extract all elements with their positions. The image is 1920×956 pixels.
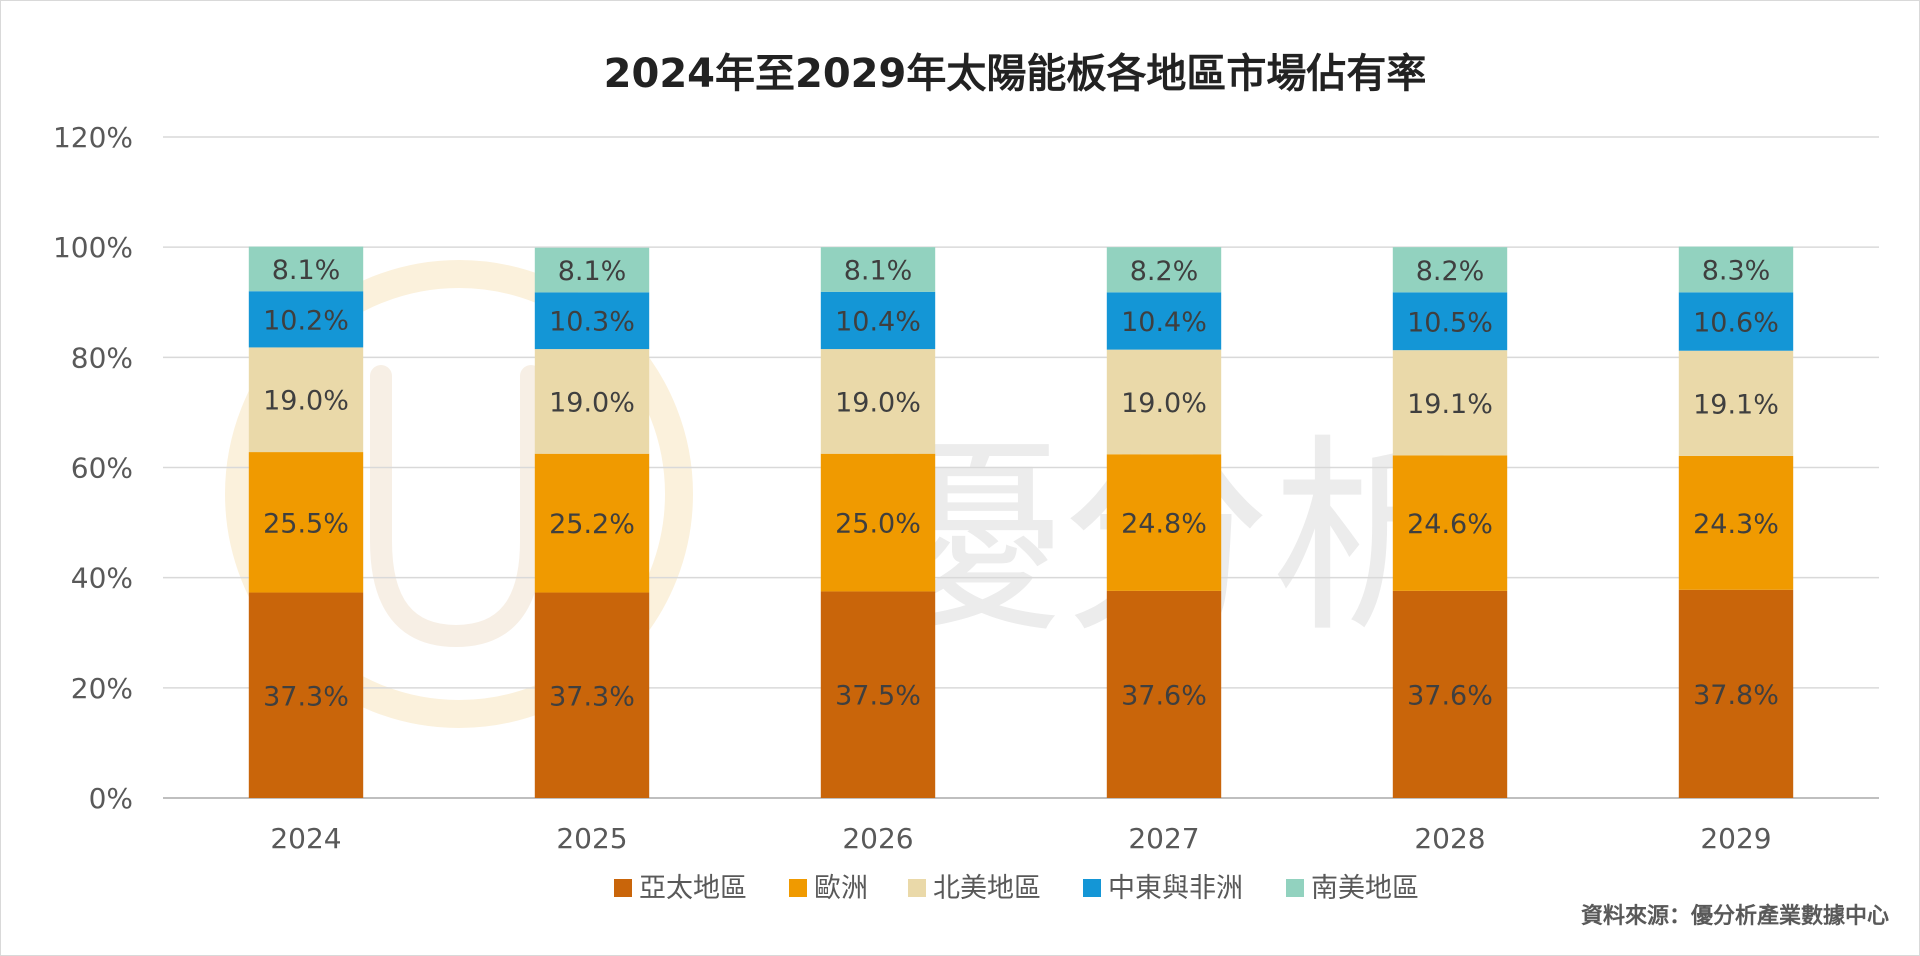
legend-label: 中東與非洲 — [1108, 873, 1243, 904]
data-label: 37.6% — [1407, 680, 1493, 711]
legend-swatch — [908, 879, 926, 897]
legend-swatch — [1083, 879, 1101, 897]
bar-segment — [1678, 246, 1794, 293]
data-label: 10.2% — [263, 305, 349, 336]
watermark-logo-ring — [225, 260, 693, 728]
legend-item: 亞太地區 — [614, 873, 747, 904]
data-label: 8.2% — [1130, 256, 1199, 287]
y-tick-label: 20% — [71, 672, 133, 705]
x-tick-label: 2028 — [1414, 822, 1485, 855]
data-label: 10.4% — [1121, 307, 1207, 338]
legend-item: 歐洲 — [789, 873, 868, 904]
data-label: 10.4% — [835, 306, 921, 337]
bar-segment — [534, 453, 650, 593]
y-tick-label: 100% — [53, 231, 133, 264]
bar-segment — [248, 347, 364, 453]
data-label: 8.3% — [1702, 255, 1771, 286]
data-label: 37.6% — [1121, 680, 1207, 711]
bar-segment — [820, 453, 936, 592]
y-tick-label: 60% — [71, 452, 133, 485]
legend: 亞太地區 歐洲 北美地區 中東與非洲 南美地區 — [614, 873, 1419, 904]
bar-segment — [534, 349, 650, 454]
bar-segment — [1392, 455, 1508, 591]
data-label: 19.1% — [1693, 389, 1779, 420]
y-tick-label: 40% — [71, 562, 133, 595]
data-label: 19.0% — [835, 387, 921, 418]
data-label: 37.3% — [549, 681, 635, 712]
bar-segment — [248, 452, 364, 593]
bar-segment — [1392, 590, 1508, 798]
legend-swatch — [614, 879, 632, 897]
data-label: 37.5% — [835, 681, 921, 712]
bar-segment — [1106, 349, 1222, 455]
bar-segment — [820, 291, 936, 350]
legend-label: 南美地區 — [1311, 873, 1419, 904]
x-tick-label: 2027 — [1128, 822, 1199, 855]
legend-swatch — [1286, 879, 1304, 897]
data-label: 19.0% — [263, 386, 349, 417]
bar-segment — [534, 292, 650, 350]
y-tick-label: 120% — [53, 121, 133, 154]
grid-layer — [163, 136, 1879, 799]
data-label: 24.3% — [1693, 509, 1779, 540]
data-label: 10.5% — [1407, 307, 1493, 338]
x-tick-label: 2026 — [842, 822, 913, 855]
data-label: 8.1% — [272, 255, 341, 286]
legend-item: 中東與非洲 — [1083, 873, 1243, 904]
bar-segment — [248, 592, 364, 798]
data-label: 37.3% — [263, 681, 349, 712]
bar-segment — [1106, 292, 1222, 350]
bar-segment — [1678, 292, 1794, 351]
x-tick-label: 2024 — [270, 822, 341, 855]
bar-segment — [1678, 455, 1794, 590]
bar-segment — [1392, 292, 1508, 351]
y-tick-label: 80% — [71, 341, 133, 374]
bar-segment — [1106, 247, 1222, 293]
data-label: 8.1% — [844, 255, 913, 286]
y-axis: 0% 20% 40% 60% 80% 100% 120% — [53, 121, 133, 815]
bar-segment — [1678, 589, 1794, 798]
bar-segment — [534, 592, 650, 798]
data-label: 37.8% — [1693, 680, 1779, 711]
data-label: 25.5% — [263, 508, 349, 539]
bar-segment — [1678, 350, 1794, 456]
data-label: 24.8% — [1121, 509, 1207, 540]
data-label: 8.2% — [1416, 256, 1485, 287]
legend-label: 北美地區 — [933, 873, 1041, 904]
bar-segment — [1106, 590, 1222, 798]
watermark-logo-mark — [370, 365, 542, 648]
bars-layer: 37.3% 25.5% 19.0% 10.2% 8.1% 37.3% 25.2% 19.0% 1… — [248, 246, 1794, 798]
source-label: 資料來源：優分析產業數據中心 — [1581, 903, 1889, 929]
legend-label: 歐洲 — [814, 873, 868, 904]
data-label: 19.1% — [1407, 389, 1493, 420]
data-label: 10.3% — [549, 307, 635, 338]
bar-segment — [1392, 247, 1508, 293]
chart-title: 2024年至2029年太陽能板各地區市場佔有率 — [604, 51, 1427, 97]
legend-label: 亞太地區 — [639, 873, 747, 904]
data-label: 25.0% — [835, 509, 921, 540]
bar-segment — [1392, 350, 1508, 456]
bar-segment — [248, 291, 364, 348]
bar-segment — [820, 247, 936, 292]
legend-swatch — [789, 879, 807, 897]
bar-segment — [534, 247, 650, 293]
data-label: 19.0% — [549, 387, 635, 418]
bar-segment — [248, 246, 364, 292]
legend-item: 北美地區 — [908, 873, 1041, 904]
x-tick-label: 2025 — [556, 822, 627, 855]
y-tick-label: 0% — [89, 782, 133, 815]
bar-segment — [820, 591, 936, 798]
bar-segment — [1106, 454, 1222, 591]
data-label: 25.2% — [549, 509, 635, 540]
data-label: 24.6% — [1407, 509, 1493, 540]
data-label: 19.0% — [1121, 388, 1207, 419]
x-axis: 2024 2025 2026 2027 2028 2029 — [270, 822, 1771, 855]
data-label: 8.1% — [558, 256, 627, 287]
x-tick-label: 2029 — [1700, 822, 1771, 855]
bar-segment — [820, 349, 936, 454]
legend-item: 南美地區 — [1286, 873, 1419, 904]
data-label: 10.6% — [1693, 308, 1779, 339]
